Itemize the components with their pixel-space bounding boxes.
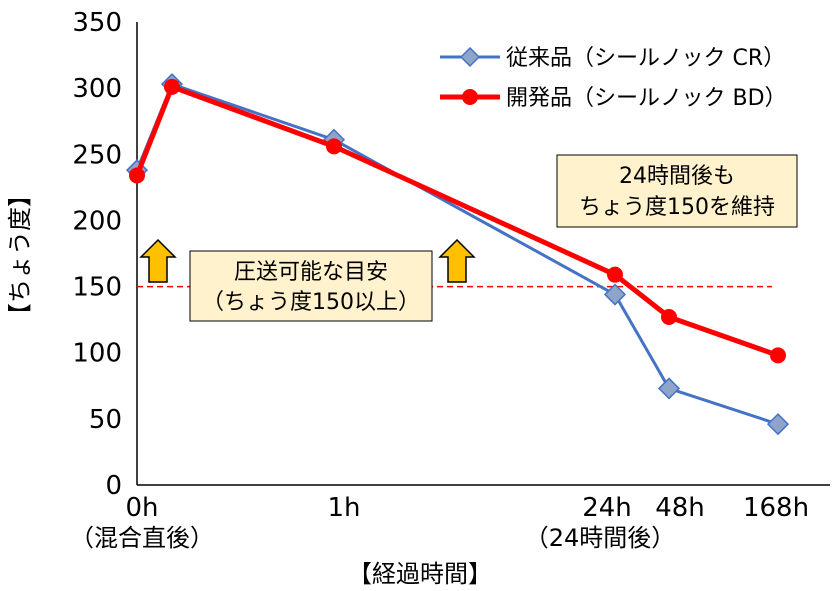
legend-marker-conventional-icon — [459, 46, 481, 68]
series-1-point-3 — [607, 266, 623, 283]
x-tick-sublabel-0h: （混合直後） — [70, 524, 214, 552]
legend-marker-developed-icon — [462, 89, 478, 105]
y-tick-label-200: 200 — [72, 206, 122, 236]
x-tick-sublabel-24h: （24時間後） — [525, 524, 676, 552]
up-arrow-left-icon — [139, 238, 177, 283]
y-tick-label-300: 300 — [72, 74, 122, 104]
series-line-1 — [134, 84, 779, 358]
y-tick-label-50: 50 — [89, 405, 122, 435]
annotation-maintain-box — [556, 154, 798, 228]
series-1-point-1 — [164, 78, 180, 95]
annotation-pumpable-line1: 圧送可能な目安 — [234, 260, 388, 285]
series-1-point-2 — [326, 138, 342, 155]
x-tick-label-1h: 1h — [327, 493, 360, 523]
series-0-point-3 — [603, 283, 627, 306]
y-tick-label-150: 150 — [72, 273, 122, 303]
legend: 従来品（シールノック CR） 開発品（シールノック BD） — [440, 46, 787, 111]
y-tick-labels: 0 50 100 150 200 250 300 350 — [72, 8, 122, 501]
annotation-maintain-line2: ちょう度150を維持 — [579, 195, 775, 220]
up-arrow-right-icon — [438, 238, 476, 283]
x-tick-label-48h: 48h — [655, 493, 705, 523]
series-1-point-4 — [661, 308, 677, 325]
legend-item-developed: 開発品（シールノック BD） — [440, 86, 787, 111]
legend-label-developed: 開発品（シールノック BD） — [506, 86, 787, 111]
legend-item-conventional: 従来品（シールノック CR） — [440, 46, 785, 71]
y-tick-label-350: 350 — [72, 8, 122, 38]
series-0-point-5 — [766, 413, 790, 436]
annotation-pumpable-box — [189, 250, 433, 322]
series-1-point-0 — [129, 167, 145, 184]
annotation-maintain-line1: 24時間後も — [619, 164, 735, 189]
series-0-point-4 — [657, 377, 681, 400]
y-tick-label-100: 100 — [72, 339, 122, 369]
x-tick-label-0h: 0h — [125, 493, 158, 523]
series-developed — [129, 78, 786, 364]
y-axis-title: 【ちょう度】 — [6, 183, 34, 327]
annotation-pumpable: 圧送可能な目安 （ちょう度150以上） — [189, 250, 433, 322]
annotation-maintain: 24時間後も ちょう度150を維持 — [556, 154, 798, 228]
y-tick-label-250: 250 — [72, 140, 122, 170]
annotation-pumpable-line2: （ちょう度150以上） — [202, 290, 420, 315]
x-tick-label-24h: 24h — [582, 493, 632, 523]
x-tick-label-168h: 168h — [743, 493, 809, 523]
legend-label-conventional: 従来品（シールノック CR） — [506, 46, 785, 71]
y-tick-label-0: 0 — [105, 471, 122, 501]
series-1-point-5 — [770, 347, 786, 364]
x-axis-title: 【経過時間】 — [348, 560, 492, 588]
